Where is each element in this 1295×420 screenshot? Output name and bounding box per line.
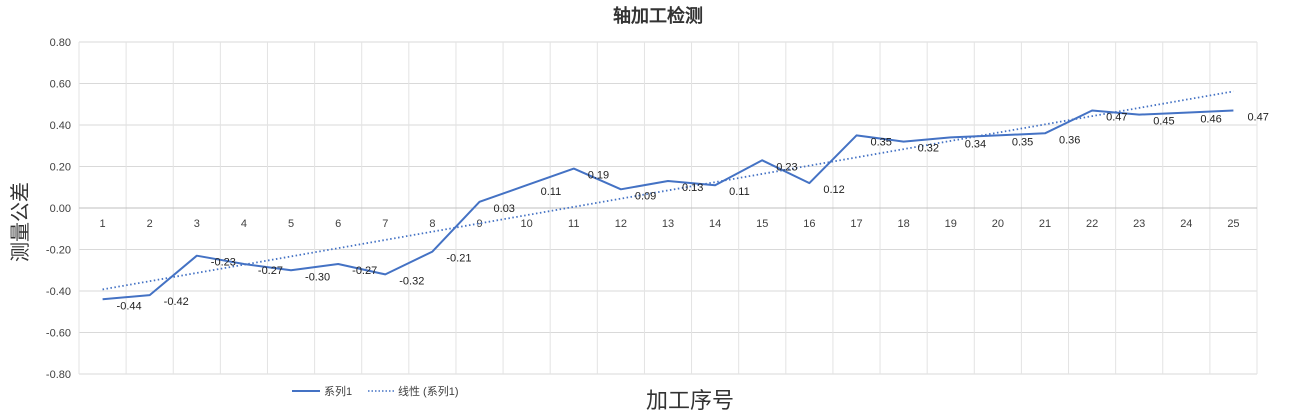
data-label: -0.42 xyxy=(164,296,189,308)
y-tick-label: 0.60 xyxy=(50,79,71,91)
data-label: 0.45 xyxy=(1153,116,1174,128)
data-label: 0.03 xyxy=(494,203,515,215)
x-tick-label: 8 xyxy=(429,218,435,230)
x-tick-label: 6 xyxy=(335,218,341,230)
trendline-layer xyxy=(102,90,1234,291)
x-tick-label: 1 xyxy=(99,218,105,230)
y-tick-label: 0.20 xyxy=(50,162,71,174)
data-label: 0.47 xyxy=(1106,111,1127,123)
x-axis-title: 加工序号 xyxy=(646,389,734,414)
data-label: 0.19 xyxy=(588,170,609,182)
data-label: 0.11 xyxy=(729,186,750,198)
legend[interactable]: 系列1 线性 (系列1) xyxy=(292,384,459,398)
x-tick-label: 12 xyxy=(615,218,627,230)
x-tick-label: 20 xyxy=(992,218,1004,230)
data-label: 0.13 xyxy=(682,182,703,194)
x-tick-label: 15 xyxy=(756,218,768,230)
data-label: 0.12 xyxy=(823,184,844,196)
y-tick-label: -0.80 xyxy=(46,369,71,381)
x-tick-label: 25 xyxy=(1227,218,1239,230)
x-tick-label: 3 xyxy=(194,218,200,230)
legend-trendline-label: 线性 (系列1) xyxy=(398,384,459,398)
x-tick-label: 16 xyxy=(803,218,815,230)
data-label: 0.23 xyxy=(776,161,797,173)
data-label: -0.44 xyxy=(117,300,142,312)
x-tick-label: 10 xyxy=(521,218,533,230)
data-label: -0.27 xyxy=(352,265,377,277)
legend-series-label: 系列1 xyxy=(324,384,352,398)
x-tick-label: 23 xyxy=(1133,218,1145,230)
data-label: 0.47 xyxy=(1247,111,1268,123)
data-label: -0.21 xyxy=(446,253,471,265)
data-labels: -0.44 -0.42 -0.23 -0.27 -0.30 -0.27 -0.32 -0.21… xyxy=(117,111,1269,312)
x-tick-label: 14 xyxy=(709,218,721,230)
data-label: 0.46 xyxy=(1200,114,1221,126)
x-tick-label: 21 xyxy=(1039,218,1051,230)
trendline xyxy=(102,90,1234,291)
data-label: 0.36 xyxy=(1059,134,1080,146)
data-label: 0.35 xyxy=(1012,136,1033,148)
data-label: -0.23 xyxy=(211,257,236,269)
y-axis-title: 测量公差 xyxy=(8,182,32,262)
series-layer xyxy=(102,109,1234,301)
x-tick-label: 18 xyxy=(897,218,909,230)
data-label: 0.09 xyxy=(635,190,656,202)
x-tick-label: 19 xyxy=(945,218,957,230)
data-label: -0.30 xyxy=(305,271,330,283)
x-tick-label: 5 xyxy=(288,218,294,230)
axes: -0.80 -0.60 -0.40 -0.20 0.00 0.20 0.40 0.60 0.80… xyxy=(46,37,1257,381)
y-tick-label: 0.00 xyxy=(50,203,71,215)
x-tick-label: 11 xyxy=(568,218,579,230)
x-tick-label: 22 xyxy=(1086,218,1098,230)
data-label: 0.11 xyxy=(541,186,562,198)
x-tick-label: 7 xyxy=(382,218,388,230)
y-tick-label: -0.40 xyxy=(46,286,71,298)
data-label: 0.32 xyxy=(918,143,939,155)
series-line xyxy=(102,109,1234,301)
x-tick-label: 4 xyxy=(241,218,247,230)
x-tick-label: 13 xyxy=(662,218,674,230)
data-label: 0.34 xyxy=(965,138,986,150)
y-tick-label: 0.80 xyxy=(50,37,71,49)
x-tick-label: 2 xyxy=(147,218,153,230)
x-tick-label: 24 xyxy=(1180,218,1192,230)
data-label: -0.32 xyxy=(399,275,424,287)
x-tick-label: 9 xyxy=(476,218,482,230)
y-tick-label: 0.40 xyxy=(50,120,71,132)
y-tick-label: -0.60 xyxy=(46,328,71,340)
data-label: 0.35 xyxy=(870,136,891,148)
chart-title: 轴加工检测 xyxy=(613,5,703,27)
y-tick-label: -0.20 xyxy=(46,245,71,257)
x-tick-label: 17 xyxy=(850,218,862,230)
data-label: -0.27 xyxy=(258,265,283,277)
